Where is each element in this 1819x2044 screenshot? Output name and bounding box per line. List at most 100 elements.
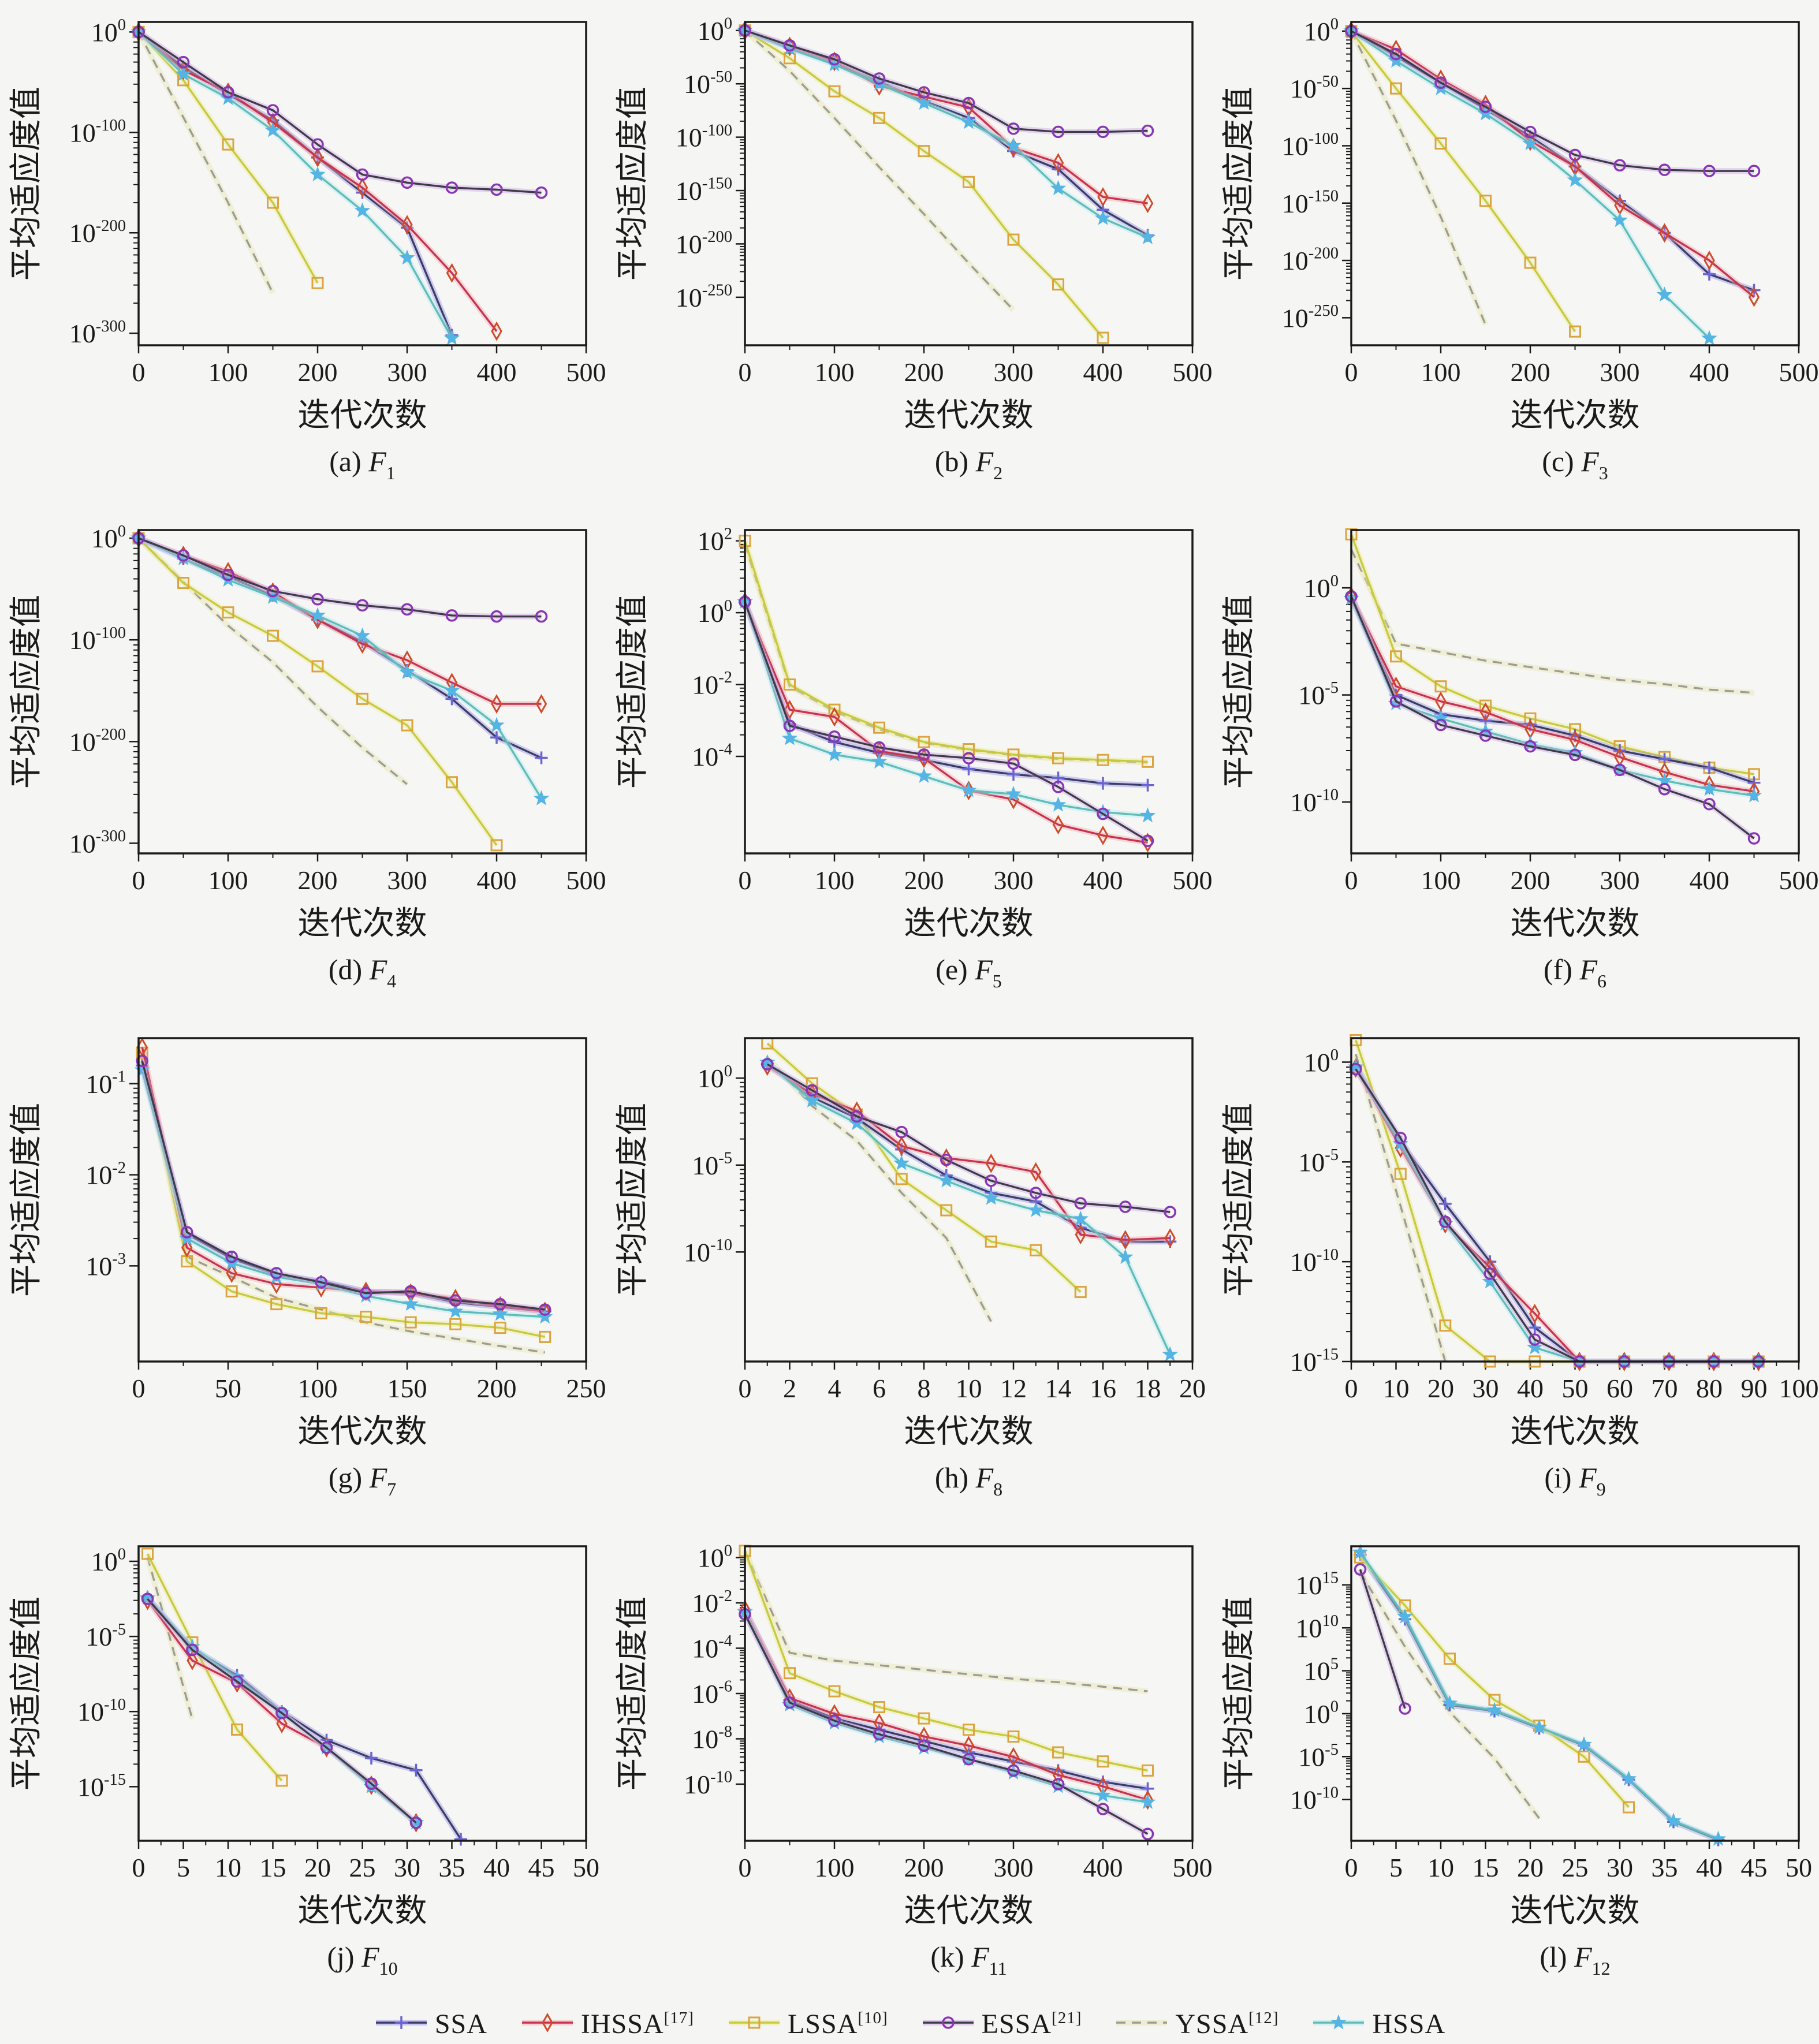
svg-text:平均适应度值: 平均适应度值 [1221,87,1257,281]
svg-text:10-10: 10-10 [1290,1784,1339,1814]
yssa-line-swatch [1114,2010,1169,2038]
svg-text:60: 60 [1606,1374,1633,1403]
svg-text:40: 40 [1696,1853,1723,1882]
svg-text:100: 100 [208,866,248,895]
chart-F12: 0 5 10 15 20 25 30 35 40 45 50 1015 1010 105 100 10-5 10… [1213,1524,1819,2004]
legend-label: ESSA[21] [981,2008,1082,2039]
svg-text:平均适应度值: 平均适应度值 [615,595,651,789]
chart-F11-svg: 0 100 200 300 400 500 100 10-2 10-4 10-6 10-8 10-10… [615,1542,1213,1979]
svg-text:10-3: 10-3 [85,1250,126,1281]
svg-text:300: 300 [994,357,1034,387]
svg-text:200: 200 [904,866,944,895]
svg-text:平均适应度值: 平均适应度值 [615,1103,651,1297]
svg-text:150: 150 [387,1374,427,1403]
chart-F3-svg: 0 100 200 300 400 500 100 10-50 10-100 10-150 10-2… [1221,16,1819,483]
svg-text:40: 40 [483,1853,510,1882]
svg-text:(k) F11: (k) F11 [930,1941,1007,1979]
svg-text:(e) F5: (e) F5 [935,953,1002,991]
svg-text:20: 20 [1427,1374,1454,1403]
svg-text:迭代次数: 迭代次数 [298,1414,427,1450]
legend-label: HSSA [1372,2008,1446,2039]
chart-F1-svg: 0 100 200 300 400 500 100 10-100 10-200 10-300 平均适… [9,16,606,483]
svg-text:400: 400 [477,866,517,895]
svg-text:(h) F8: (h) F8 [935,1461,1002,1500]
svg-text:10-150: 10-150 [1282,187,1339,218]
svg-text:10-150: 10-150 [676,175,732,206]
svg-text:平均适应度值: 平均适应度值 [9,1103,44,1297]
svg-text:10-5: 10-5 [1298,1146,1339,1177]
svg-text:10-100: 10-100 [676,121,732,152]
svg-text:200: 200 [298,866,338,895]
svg-text:迭代次数: 迭代次数 [1511,1893,1640,1929]
svg-text:25: 25 [349,1853,376,1882]
legend-label: LSSA[10] [787,2008,888,2039]
svg-text:100: 100 [1421,866,1461,895]
chart-F4-svg: 0 100 200 300 400 500 100 10-100 10-200 10-300 平均适… [9,523,606,991]
svg-text:100: 100 [208,357,248,387]
svg-text:100: 100 [1304,16,1339,46]
svg-text:10-8: 10-8 [692,1723,732,1754]
svg-text:500: 500 [1173,866,1213,895]
svg-text:200: 200 [298,357,338,387]
svg-text:(j) F10: (j) F10 [327,1941,397,1979]
svg-text:100: 100 [91,1546,126,1576]
svg-text:10-10: 10-10 [1290,786,1339,817]
svg-text:400: 400 [1083,1853,1123,1882]
svg-text:平均适应度值: 平均适应度值 [9,1597,44,1791]
svg-text:(g) F7: (g) F7 [329,1461,396,1500]
svg-text:50: 50 [215,1374,241,1403]
svg-text:平均适应度值: 平均适应度值 [9,595,44,789]
svg-text:200: 200 [904,1853,944,1882]
svg-text:10-4: 10-4 [692,1632,732,1663]
svg-text:500: 500 [1173,357,1213,387]
svg-text:迭代次数: 迭代次数 [904,1414,1034,1450]
svg-text:12: 12 [1000,1374,1027,1403]
svg-text:10-2: 10-2 [692,669,732,699]
svg-text:(b) F2: (b) F2 [935,445,1002,483]
svg-text:0: 0 [1345,1374,1358,1403]
legend-label: IHSSA[17] [580,2008,694,2039]
svg-text:10-4: 10-4 [692,741,732,771]
essa-line-swatch [920,2010,976,2038]
chart-F3: 0 100 200 300 400 500 100 10-50 10-100 10-150 10-2… [1213,0,1819,508]
svg-text:100: 100 [698,14,732,45]
svg-text:500: 500 [566,866,606,895]
svg-text:20: 20 [1517,1853,1544,1882]
svg-text:20: 20 [1179,1374,1206,1403]
svg-text:迭代次数: 迭代次数 [298,1893,427,1929]
svg-text:迭代次数: 迭代次数 [1511,398,1640,434]
svg-text:0: 0 [132,1374,146,1403]
legend-item-ssa: SSA [374,2008,487,2040]
svg-text:80: 80 [1696,1374,1723,1403]
legend-item-hssa: HSSA [1311,2008,1445,2040]
chart-F6: 0 100 200 300 400 500 100 10-5 10-10 平均适应度值 迭代次数 (f… [1213,508,1819,1016]
svg-text:40: 40 [1517,1374,1544,1403]
svg-text:(i) F9: (i) F9 [1544,1461,1605,1500]
svg-text:500: 500 [1173,1853,1213,1882]
svg-text:300: 300 [994,1853,1034,1882]
svg-text:迭代次数: 迭代次数 [1511,906,1640,942]
hssa-line-swatch [1311,2010,1366,2038]
ihssa-line-swatch [520,2010,575,2038]
svg-text:30: 30 [1606,1853,1633,1882]
svg-text:10-100: 10-100 [69,117,126,147]
svg-text:100: 100 [1779,1374,1819,1403]
svg-text:4: 4 [828,1374,841,1403]
svg-text:100: 100 [815,357,855,387]
svg-text:10-250: 10-250 [676,282,732,312]
svg-text:10-200: 10-200 [69,726,126,756]
svg-text:10-5: 10-5 [85,1621,126,1651]
chart-F1: 0 100 200 300 400 500 100 10-100 10-200 10-300 平均适… [0,0,606,508]
svg-text:500: 500 [1779,866,1819,895]
svg-text:300: 300 [1600,357,1640,387]
svg-text:20: 20 [304,1853,331,1882]
svg-text:迭代次数: 迭代次数 [298,398,427,434]
svg-text:105: 105 [1304,1655,1339,1685]
svg-text:400: 400 [1690,357,1729,387]
ssa-line-swatch [374,2010,429,2038]
svg-text:(a) F1: (a) F1 [329,445,396,483]
svg-text:(l) F12: (l) F12 [1540,1941,1610,1979]
svg-text:16: 16 [1090,1374,1116,1403]
svg-text:100: 100 [698,597,732,628]
